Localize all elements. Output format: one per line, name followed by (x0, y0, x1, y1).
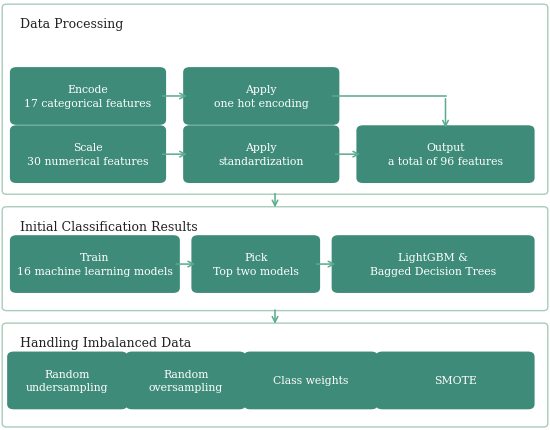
Text: SMOTE: SMOTE (434, 375, 476, 386)
FancyBboxPatch shape (332, 236, 535, 293)
Text: Initial Classification Results: Initial Classification Results (20, 220, 198, 233)
Text: Apply
one hot encoding: Apply one hot encoding (214, 85, 309, 108)
FancyBboxPatch shape (125, 352, 246, 409)
FancyBboxPatch shape (2, 5, 548, 195)
FancyBboxPatch shape (10, 126, 166, 184)
Text: Class weights: Class weights (273, 375, 349, 386)
FancyBboxPatch shape (183, 68, 339, 126)
Text: Train
16 machine learning models: Train 16 machine learning models (17, 253, 173, 276)
FancyBboxPatch shape (376, 352, 535, 409)
Text: Scale
30 numerical features: Scale 30 numerical features (28, 143, 148, 166)
Text: Handling Imbalanced Data: Handling Imbalanced Data (20, 336, 191, 349)
FancyBboxPatch shape (183, 126, 339, 184)
FancyBboxPatch shape (10, 68, 166, 126)
Text: Random
undersampling: Random undersampling (26, 369, 109, 392)
Text: Pick
Top two models: Pick Top two models (213, 253, 299, 276)
FancyBboxPatch shape (244, 352, 378, 409)
Text: Encode
17 categorical features: Encode 17 categorical features (24, 85, 152, 108)
Text: LightGBM &
Bagged Decision Trees: LightGBM & Bagged Decision Trees (370, 253, 496, 276)
FancyBboxPatch shape (7, 352, 128, 409)
FancyBboxPatch shape (191, 236, 320, 293)
FancyBboxPatch shape (356, 126, 535, 184)
Text: Output
a total of 96 features: Output a total of 96 features (388, 143, 503, 166)
FancyBboxPatch shape (2, 207, 548, 311)
Text: Random
oversampling: Random oversampling (148, 369, 223, 392)
FancyBboxPatch shape (10, 236, 180, 293)
FancyBboxPatch shape (2, 323, 548, 427)
Text: Data Processing: Data Processing (20, 18, 124, 31)
Text: Apply
standardization: Apply standardization (218, 143, 304, 166)
